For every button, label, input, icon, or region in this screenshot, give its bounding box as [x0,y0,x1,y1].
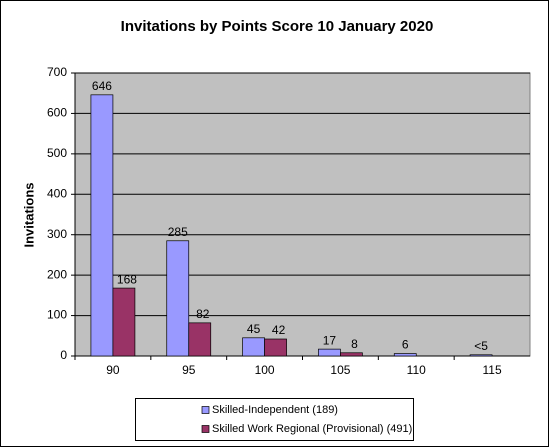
chart-title: Invitations by Points Score 10 January 2… [121,18,434,35]
bar [393,353,417,357]
y-tick-label: 100 [47,308,67,322]
y-tick-label: 300 [47,227,67,241]
bar [340,352,363,357]
value-label: 6 [402,338,409,352]
value-label: 42 [272,323,286,337]
x-tick-label: 90 [106,363,120,377]
bar [469,354,493,357]
y-tick-label: 700 [47,65,67,79]
bar [166,240,190,357]
legend-marker [201,406,210,414]
y-tick-label: 600 [47,106,67,120]
plot-area [74,72,531,357]
value-label: 646 [92,79,112,93]
x-tick-label: 115 [483,363,502,377]
value-label: 82 [196,307,210,321]
legend-label: Skilled-Independent (189) [212,404,338,416]
value-label: <5 [474,339,488,353]
legend [135,398,414,441]
value-label: 17 [323,333,337,347]
bar [242,337,265,357]
y-tick-label: 0 [60,348,67,362]
bar [318,348,341,357]
x-tick-label: 105 [330,363,350,377]
legend-marker [201,425,210,433]
y-tick-label: 200 [47,267,67,281]
x-tick-label: 100 [255,363,275,377]
value-label: 285 [168,225,188,239]
value-label: 168 [117,272,137,286]
legend-label: Skilled Work Regional (Provisional) (491… [212,423,412,435]
x-tick-label: 110 [407,363,426,377]
y-axis-label: Invitations [21,182,36,247]
bar [264,338,287,357]
y-tick-label: 500 [47,146,67,160]
bar [90,94,114,357]
y-tick-label: 400 [47,186,67,200]
bar [112,287,136,357]
value-label: 45 [247,322,261,336]
bar [188,322,212,357]
x-tick-label: 95 [182,363,196,377]
value-label: 8 [351,337,358,351]
